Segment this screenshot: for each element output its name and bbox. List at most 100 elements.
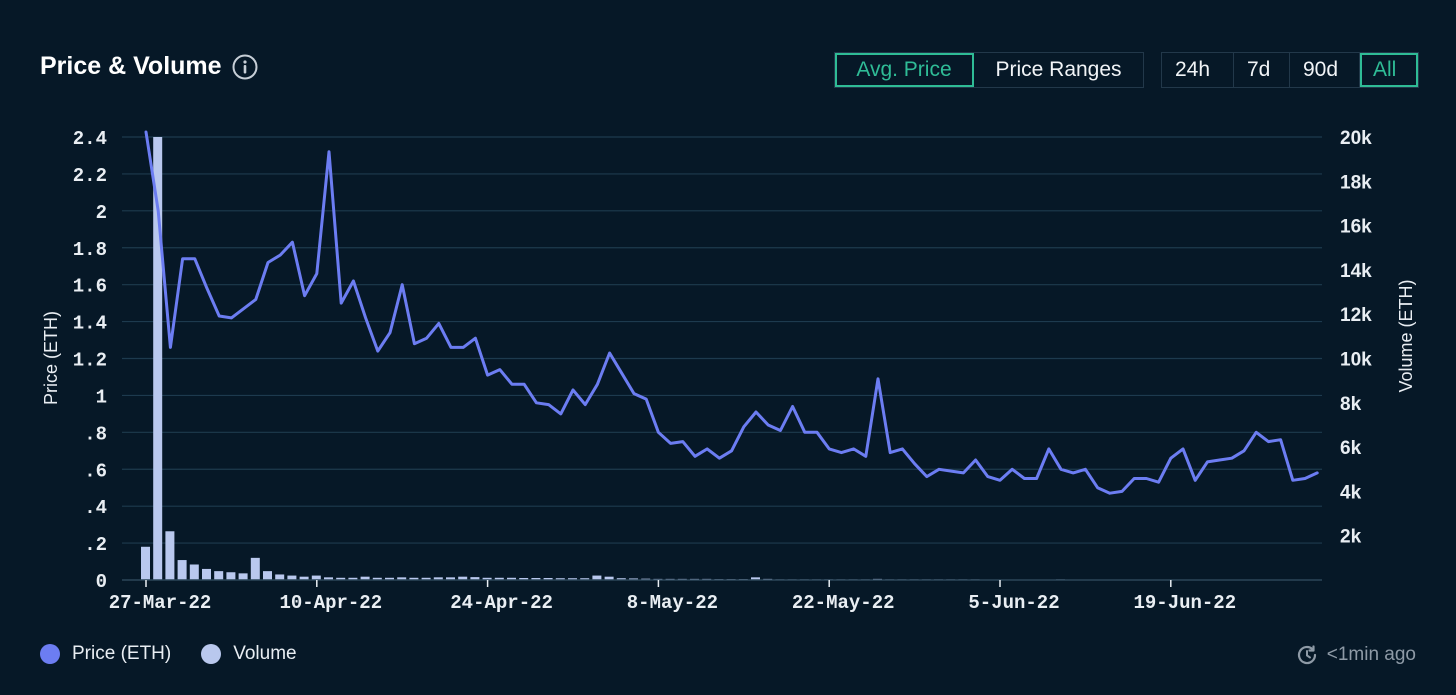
refresh-clock-icon[interactable] — [1295, 643, 1319, 667]
price-point — [511, 384, 513, 386]
volume-bar — [519, 578, 529, 580]
avg-price-tab[interactable]: Avg. Price — [835, 53, 974, 87]
x-tick-label: 24-Apr-22 — [450, 592, 553, 614]
legend-item-volume[interactable]: Volume — [201, 643, 297, 665]
time-range-toggle: 24h 7d 90d All — [1161, 52, 1419, 88]
volume-bar — [482, 577, 492, 580]
x-tick-label: 10-Apr-22 — [279, 592, 382, 614]
volume-bar — [226, 572, 236, 580]
volume-bar — [507, 577, 516, 580]
y-left-tick-label: 1.4 — [73, 313, 107, 335]
volume-bar — [446, 577, 455, 580]
y-left-tick-label: 2.2 — [73, 165, 107, 187]
price-point — [328, 151, 330, 153]
price-point — [438, 323, 440, 325]
price-point — [206, 288, 208, 290]
price-point — [633, 393, 635, 395]
volume-bar — [751, 577, 760, 580]
price-point — [1268, 441, 1270, 443]
y-right-tick-label: 12k — [1340, 305, 1372, 326]
price-point — [182, 258, 184, 260]
price-point — [902, 448, 904, 450]
volume-bar — [397, 577, 407, 580]
volume-bar — [238, 573, 248, 580]
volume-bar — [385, 577, 394, 580]
info-icon[interactable] — [232, 54, 258, 80]
price-dot-icon — [40, 644, 60, 664]
price-ranges-tab[interactable]: Price Ranges — [995, 58, 1122, 81]
range-7d-tab[interactable]: 7d — [1234, 53, 1290, 87]
price-point — [1219, 459, 1221, 461]
price-point — [1292, 480, 1294, 482]
y-right-tick-label: 8k — [1340, 394, 1362, 415]
price-point — [377, 350, 379, 352]
volume-bar — [299, 576, 309, 580]
price-point — [975, 459, 977, 461]
range-24h-tab[interactable]: 24h — [1162, 53, 1234, 87]
price-point — [1255, 432, 1257, 434]
volume-bar — [336, 577, 346, 580]
price-point — [292, 241, 294, 243]
price-point — [267, 262, 269, 264]
price-point — [889, 452, 891, 454]
price-point — [255, 299, 257, 301]
price-line — [144, 130, 1319, 495]
range-90d-tab[interactable]: 90d — [1290, 53, 1360, 87]
price-point — [414, 343, 416, 345]
price-point — [816, 432, 818, 434]
price-point — [401, 284, 403, 286]
volume-bar — [360, 576, 370, 580]
price-point — [1048, 448, 1050, 450]
price-point — [597, 384, 599, 386]
price-point — [877, 378, 879, 380]
price-point — [1207, 461, 1209, 463]
price-point — [1231, 457, 1233, 459]
price-point — [792, 406, 794, 408]
legend-price-label: Price (ETH) — [72, 643, 172, 664]
price-point — [1024, 478, 1026, 480]
price-point — [365, 317, 367, 319]
price-point — [987, 476, 989, 478]
y-left-tick-label: 2 — [96, 202, 107, 224]
y-left-tick-label: .6 — [84, 460, 107, 482]
price-point — [950, 470, 952, 472]
x-tick-label: 5-Jun-22 — [968, 592, 1059, 614]
x-tick-label: 27-Mar-22 — [109, 592, 212, 614]
y-right-tick-label: 10k — [1340, 350, 1372, 371]
y-left-tick-label: 1 — [96, 386, 107, 408]
price-point — [426, 337, 428, 339]
price-point — [682, 441, 684, 443]
price-point — [218, 315, 220, 317]
price-point — [706, 448, 708, 450]
price-point — [731, 450, 733, 452]
y-right-tick-label: 20k — [1340, 128, 1372, 149]
volume-bar — [568, 578, 577, 580]
volume-bar — [458, 576, 468, 580]
volume-bar — [287, 575, 297, 580]
price-point — [1085, 468, 1087, 470]
range-all-tab[interactable]: All — [1360, 53, 1418, 87]
price-point — [243, 308, 245, 310]
price-point — [1146, 478, 1148, 480]
volume-dot-icon — [201, 644, 222, 664]
volume-bar — [214, 571, 224, 580]
price-point — [1097, 487, 1099, 489]
price-point — [1109, 492, 1111, 494]
volume-bar — [543, 578, 553, 580]
volume-bar — [592, 575, 602, 580]
price-point — [304, 295, 306, 297]
volume-bar — [555, 578, 565, 580]
price-point — [865, 456, 867, 458]
price-point — [560, 413, 562, 415]
price-point — [487, 374, 489, 376]
price-point — [621, 372, 623, 374]
volume-bar — [348, 577, 358, 580]
volume-bar — [372, 577, 382, 580]
price-point — [1194, 480, 1196, 482]
volume-bar — [177, 560, 187, 580]
legend-item-price[interactable]: Price (ETH) — [40, 643, 171, 665]
y-right-tick-label: 6k — [1340, 438, 1362, 459]
price-point — [719, 457, 721, 459]
price-point — [450, 347, 452, 349]
